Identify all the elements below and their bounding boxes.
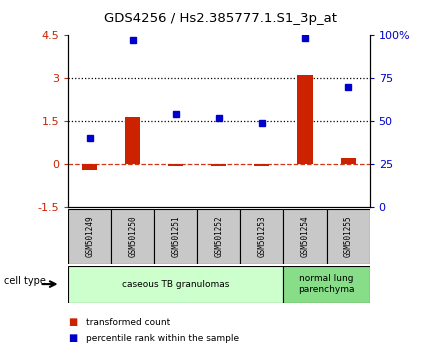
Bar	[297, 75, 312, 164]
Text: percentile rank within the sample: percentile rank within the sample	[86, 333, 239, 343]
Text: GSM501252: GSM501252	[214, 216, 224, 257]
Bar	[68, 266, 283, 303]
Text: caseous TB granulomas: caseous TB granulomas	[122, 280, 230, 289]
Bar	[198, 209, 240, 264]
Bar	[68, 209, 111, 264]
Text: GSM501255: GSM501255	[344, 216, 352, 257]
Bar	[283, 209, 326, 264]
Text: transformed count: transformed count	[86, 318, 170, 327]
Text: GSM501253: GSM501253	[257, 216, 267, 257]
Bar	[211, 164, 227, 166]
Bar	[283, 266, 370, 303]
Bar	[111, 209, 154, 264]
Text: GSM501254: GSM501254	[301, 216, 309, 257]
Text: normal lung
parenchyma: normal lung parenchyma	[298, 274, 355, 294]
Bar	[240, 209, 283, 264]
Bar	[169, 164, 183, 166]
Text: GSM501249: GSM501249	[85, 216, 94, 257]
Text: ■: ■	[68, 333, 77, 343]
Text: GSM501251: GSM501251	[171, 216, 180, 257]
Bar	[254, 164, 269, 166]
Bar	[154, 209, 198, 264]
Text: GSM501250: GSM501250	[128, 216, 137, 257]
Bar	[82, 164, 97, 170]
Bar	[125, 117, 140, 164]
Bar	[341, 159, 356, 164]
Bar	[326, 209, 370, 264]
Text: GDS4256 / Hs2.385777.1.S1_3p_at: GDS4256 / Hs2.385777.1.S1_3p_at	[103, 12, 337, 25]
Text: cell type: cell type	[4, 275, 46, 286]
Text: ■: ■	[68, 317, 77, 327]
